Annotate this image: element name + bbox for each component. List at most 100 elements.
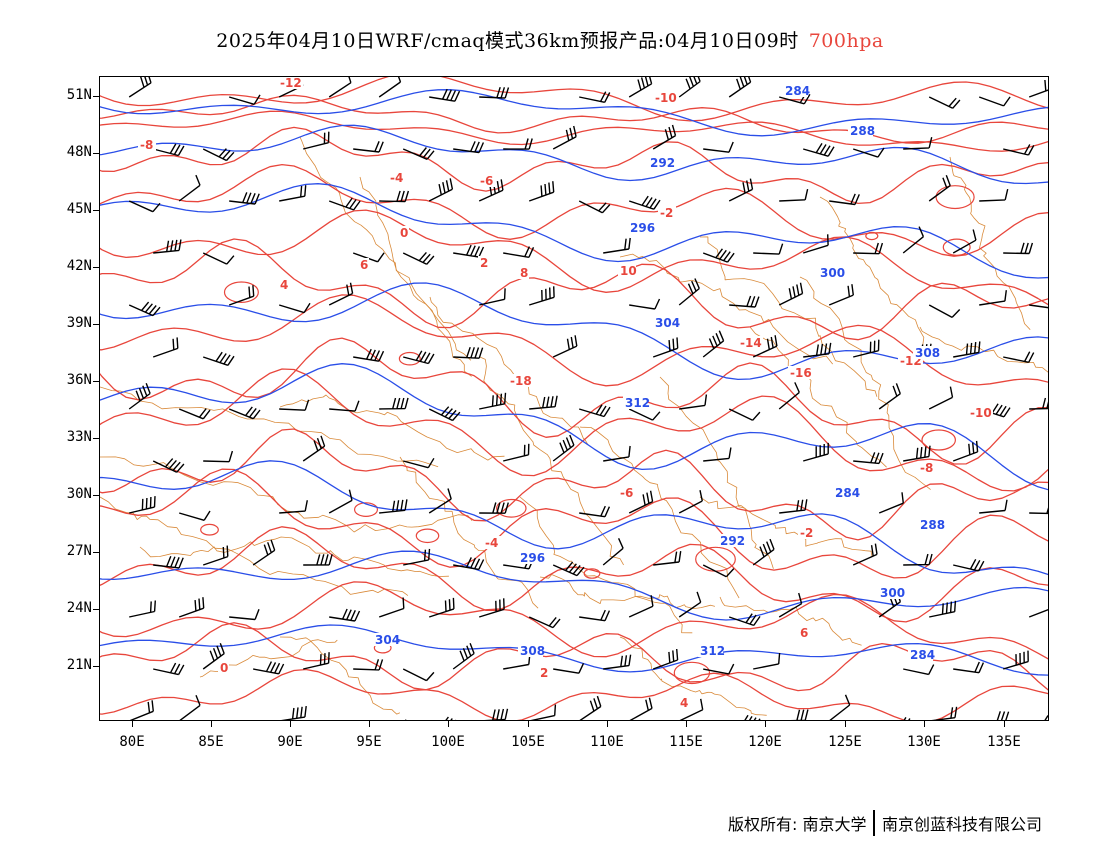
wind-barb xyxy=(229,608,260,621)
geopotential-label-bg xyxy=(718,534,743,547)
wind-barb xyxy=(552,125,577,150)
wind-barb xyxy=(1003,650,1029,670)
temperature-label: 4 xyxy=(680,696,688,710)
temperature-contour-loop xyxy=(921,429,957,451)
wind-barb xyxy=(803,143,835,157)
wind-barb xyxy=(153,239,182,254)
wind-barb xyxy=(329,608,361,622)
wind-barb xyxy=(403,350,435,365)
wind-barb xyxy=(552,434,575,462)
wind-barb xyxy=(129,600,156,618)
temperature-label-bg xyxy=(653,91,678,104)
wind-barb xyxy=(928,175,951,202)
lat-label: 51N xyxy=(66,87,92,103)
wind-barb xyxy=(853,242,884,255)
temperature-contour xyxy=(100,526,1048,623)
temperature-label: -10 xyxy=(655,91,677,105)
wind-barb xyxy=(903,553,933,566)
temperature-label: 10 xyxy=(620,264,637,278)
wind-barb xyxy=(803,442,829,462)
wind-barb xyxy=(402,147,435,160)
geopotential-label-bg xyxy=(653,316,678,329)
lon-tick xyxy=(686,721,687,727)
lon-tick xyxy=(528,721,529,727)
geopotential-label: 312 xyxy=(625,396,650,410)
copyright-left: 版权所有: 南京大学 xyxy=(728,815,867,834)
wind-barb xyxy=(629,697,653,720)
wind-barb xyxy=(228,406,261,420)
wind-barb xyxy=(353,348,385,362)
lon-label: 130E xyxy=(907,734,941,750)
wind-barb xyxy=(1044,715,1048,720)
wind-barb xyxy=(878,383,901,410)
wind-barb xyxy=(552,335,578,358)
lat-label: 27N xyxy=(66,543,92,559)
geopotential-label: 292 xyxy=(720,534,745,548)
geopotential-contour xyxy=(100,550,1048,621)
wind-barb xyxy=(931,706,958,720)
wind-barb xyxy=(952,229,977,254)
boundary-line xyxy=(519,496,693,634)
geopotential-contours xyxy=(100,89,1048,676)
wind-barb xyxy=(528,181,555,202)
lon-tick xyxy=(132,721,133,727)
lat-tick xyxy=(93,324,99,325)
wind-barb xyxy=(478,598,505,618)
wind-barb xyxy=(153,143,185,157)
temperature-label-bg xyxy=(798,626,809,639)
wind-barb xyxy=(428,488,452,514)
lon-label: 115E xyxy=(669,734,703,750)
wind-barb xyxy=(903,445,931,462)
temperature-contour-loop xyxy=(935,185,975,210)
geopotential-label-bg xyxy=(818,266,843,279)
wind-barb xyxy=(479,502,509,514)
temperature-label-bg xyxy=(968,406,993,419)
wind-barb xyxy=(652,648,679,670)
geopotential-contour xyxy=(100,282,1048,381)
wind-barb xyxy=(552,561,585,577)
wind-barb xyxy=(1003,351,1035,363)
geopotential-label-bg xyxy=(878,586,903,599)
temperature-label: 0 xyxy=(400,226,408,240)
geopotential-label: 312 xyxy=(700,644,725,658)
geopotential-label-bg xyxy=(648,156,673,169)
wind-barb xyxy=(603,237,631,254)
geopotential-label: 296 xyxy=(630,221,655,235)
wind-barb xyxy=(728,77,752,98)
geopotential-label: 288 xyxy=(850,124,875,138)
temperature-contour-loop xyxy=(223,281,259,303)
geopotential-label-bg xyxy=(848,124,873,137)
wind-barb xyxy=(852,543,878,566)
wind-barb xyxy=(628,77,653,98)
wind-barb xyxy=(178,597,205,618)
lat-tick xyxy=(93,153,99,154)
wind-barb xyxy=(528,286,555,306)
temperature-contours xyxy=(100,77,1048,720)
geopotential-label: 292 xyxy=(650,156,675,170)
temperature-label: -14 xyxy=(740,336,762,350)
temperature-label-bg xyxy=(518,266,529,279)
wind-barb xyxy=(679,698,704,720)
footer-divider xyxy=(873,810,875,836)
wind-barb xyxy=(378,77,402,98)
geopotential-label-bg xyxy=(628,221,653,234)
geopotential-label-bg xyxy=(518,551,543,564)
wind-barb xyxy=(403,548,431,566)
temperature-label: -10 xyxy=(970,406,992,420)
wind-barb xyxy=(703,663,735,675)
wind-barb xyxy=(678,591,702,618)
map-title: 2025年04月10日WRF/cmaq模式36km预报产品:04月10日09时 7… xyxy=(0,26,1100,53)
temperature-label: -2 xyxy=(800,526,813,540)
wind-barb xyxy=(652,337,679,358)
geopotential-label-bg xyxy=(373,633,398,646)
lat-label: 45N xyxy=(66,201,92,217)
temperature-label: 6 xyxy=(360,258,368,272)
wind-barb xyxy=(752,538,775,566)
wind-barb xyxy=(978,96,1011,107)
temperature-contour-loop xyxy=(942,238,971,256)
wind-barb xyxy=(128,301,161,317)
wind-barb xyxy=(279,500,308,514)
temperature-contour xyxy=(100,294,1048,387)
wind-barb xyxy=(678,278,700,306)
lon-tick xyxy=(290,721,291,727)
